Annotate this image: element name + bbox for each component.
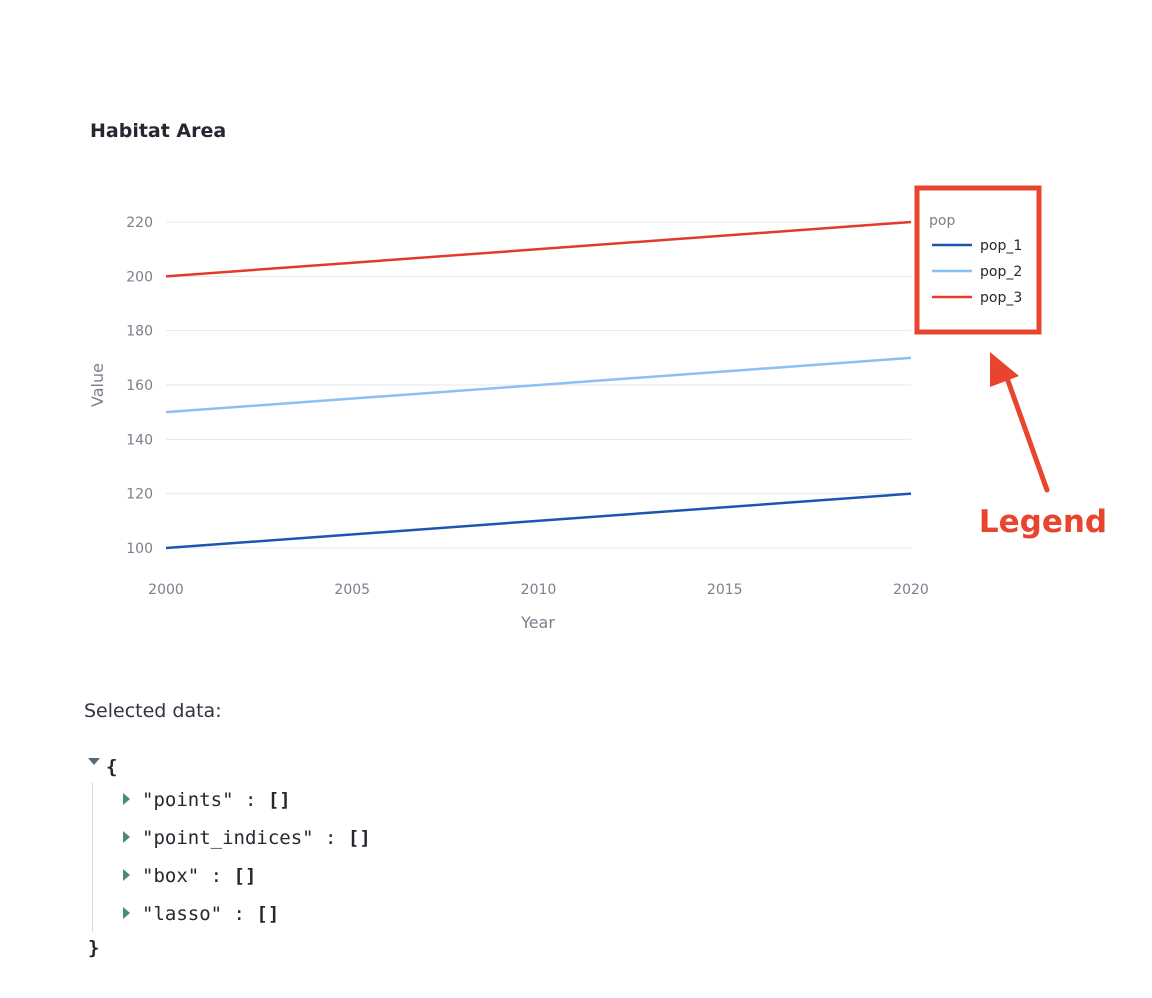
legend-title: pop [929,213,955,229]
json-separator: : [222,903,257,925]
selected-data-label: Selected data: [84,700,222,722]
y-tick-label-180: 180 [126,324,153,340]
json-separator: : [199,865,234,887]
json-item: "point_indices" : [] [142,826,371,850]
expand-toggle-icon[interactable] [123,869,130,881]
legend-highlight-box [914,185,1042,335]
annotation-arrow [990,352,1050,493]
json-indent-guide [92,782,93,932]
expand-toggle-icon[interactable] [123,907,130,919]
expand-toggle-icon[interactable] [123,793,130,805]
legend-label-pop_3[interactable]: pop_3 [980,290,1022,306]
y-tick-label-120: 120 [126,487,153,503]
series-line-pop_2[interactable] [165,356,912,414]
series-line-pop_1[interactable] [165,492,912,550]
json-item: "box" : [] [142,864,256,888]
json-value: [] [256,903,280,925]
arrow-shaft [1004,375,1050,493]
x-tick-label-2010: 2010 [521,582,557,598]
json-key: "point_indices" [142,827,314,849]
y-tick-label-200: 200 [126,269,153,285]
arrow-head [990,352,1019,387]
json-close-brace: } [88,937,100,959]
x-tick-label-2015: 2015 [707,582,743,598]
legend-label-pop_2[interactable]: pop_2 [980,264,1022,280]
json-key: "lasso" [142,903,223,925]
series-line-pop_3[interactable] [165,220,912,278]
x-tick-label-2000: 2000 [148,582,184,598]
json-open-brace: { [106,756,118,778]
json-item: "points" : [] [142,788,291,812]
json-item: "lasso" : [] [142,902,279,926]
y-axis-ticks: 100 120 140 160 180 200 220 [126,215,153,557]
collapse-toggle-icon[interactable] [88,758,100,765]
annotation-label: Legend [979,504,1107,540]
y-tick-label-220: 220 [126,215,153,231]
grid [166,221,911,549]
json-separator: : [313,827,348,849]
json-key: "points" [142,789,234,811]
expand-toggle-icon[interactable] [123,831,130,843]
legend-label-pop_1[interactable]: pop_1 [980,238,1022,254]
legend: pop pop_1 pop_2 pop_3 [914,185,1042,335]
x-tick-label-2005: 2005 [334,582,370,598]
json-key: "box" [142,865,200,887]
chart-title: Habitat Area [90,120,226,142]
json-value: [] [347,827,371,849]
x-tick-label-2020: 2020 [893,582,929,598]
json-separator: : [233,789,268,811]
y-tick-label-140: 140 [126,432,153,448]
json-value: [] [267,789,291,811]
legend-items: pop_1 pop_2 pop_3 [932,238,1022,306]
x-axis-ticks: 2000 2005 2010 2015 2020 [148,582,929,598]
y-axis-label: Value [88,363,107,407]
json-value: [] [233,865,257,887]
x-axis-label: Year [520,613,555,632]
y-tick-label-160: 160 [126,378,153,394]
series [165,220,912,550]
json-viewer: { "points" : [] "point_indices" : [] "box"… [84,748,484,968]
y-tick-label-100: 100 [126,541,153,557]
